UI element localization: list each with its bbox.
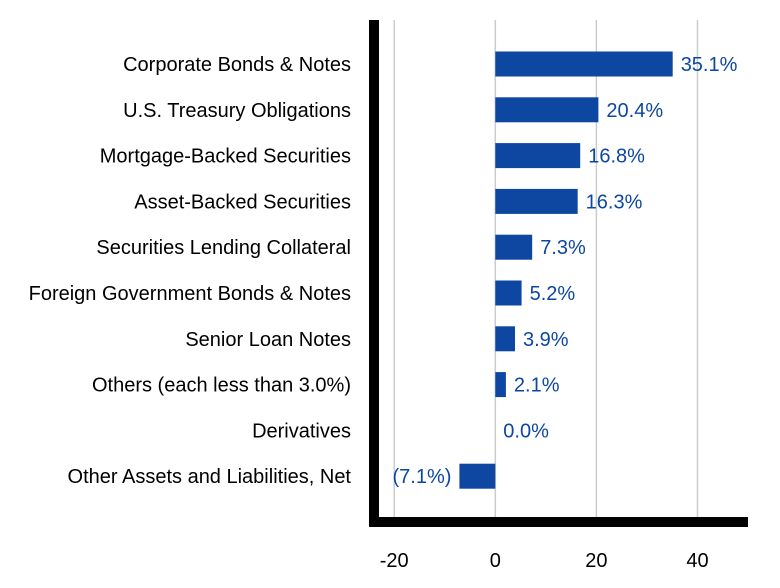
category-label-3: Asset-Backed Securities <box>134 191 351 213</box>
value-label-5: 5.2% <box>530 283 576 305</box>
category-label-4: Securities Lending Collateral <box>96 237 351 259</box>
bar-2 <box>495 143 581 169</box>
value-label-7: 2.1% <box>514 375 560 397</box>
value-label-3: 16.3% <box>586 191 643 213</box>
category-label-5: Foreign Government Bonds & Notes <box>29 283 351 305</box>
value-label-1: 20.4% <box>606 100 663 122</box>
bar-5 <box>495 280 522 306</box>
value-label-6: 3.9% <box>523 329 569 351</box>
bar-9 <box>459 463 496 489</box>
bars <box>459 51 673 489</box>
bar-0 <box>495 51 673 77</box>
category-label-8: Derivatives <box>252 420 351 442</box>
category-label-0: Corporate Bonds & Notes <box>123 54 351 76</box>
bar-3 <box>495 188 578 214</box>
bar-4 <box>495 234 533 260</box>
value-label-8: 0.0% <box>503 420 549 442</box>
category-label-1: U.S. Treasury Obligations <box>123 100 351 122</box>
x-tick-label-2: 20 <box>585 550 607 572</box>
category-label-6: Senior Loan Notes <box>185 329 351 351</box>
x-tick-label-0: -20 <box>380 550 409 572</box>
axes <box>369 20 748 527</box>
bar-1 <box>495 97 599 123</box>
category-label-9: Other Assets and Liabilities, Net <box>68 466 352 488</box>
grid-lines <box>393 20 699 522</box>
labels: -20 0 20 40 Corporate Bonds & Notes 35.1% U.S.… <box>29 54 738 572</box>
bar-7 <box>495 372 506 398</box>
category-label-2: Mortgage-Backed Securities <box>100 146 351 168</box>
x-tick-label-1: 0 <box>490 550 501 572</box>
value-label-9: (7.1%) <box>393 466 452 488</box>
value-label-4: 7.3% <box>540 237 586 259</box>
value-label-2: 16.8% <box>588 146 645 168</box>
category-label-7: Others (each less than 3.0%) <box>92 375 351 397</box>
x-tick-label-3: 40 <box>686 550 708 572</box>
bar-6 <box>495 326 516 352</box>
value-label-0: 35.1% <box>681 54 738 76</box>
